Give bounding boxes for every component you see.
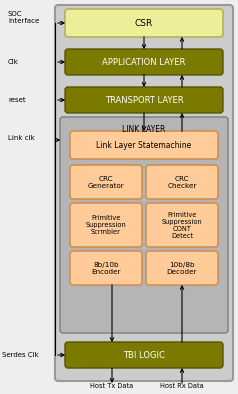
FancyBboxPatch shape	[70, 251, 142, 285]
Text: APPLICATION LAYER: APPLICATION LAYER	[102, 58, 186, 67]
FancyBboxPatch shape	[146, 203, 218, 247]
Text: TRANSPORT LAYER: TRANSPORT LAYER	[105, 95, 183, 104]
Text: Primitive
Suppression
CONT
Detect: Primitive Suppression CONT Detect	[162, 212, 202, 238]
Text: Clk: Clk	[8, 59, 19, 65]
FancyBboxPatch shape	[55, 5, 233, 381]
Text: CSR: CSR	[135, 19, 153, 28]
FancyBboxPatch shape	[70, 165, 142, 199]
Text: reset: reset	[8, 97, 26, 103]
Text: TBI LOGIC: TBI LOGIC	[123, 351, 165, 359]
Text: 10b/8b
Decoder: 10b/8b Decoder	[167, 262, 197, 275]
Text: Primitive
Suppression
Scrmbler: Primitive Suppression Scrmbler	[86, 215, 126, 235]
Text: CRC
Generator: CRC Generator	[88, 175, 124, 188]
FancyBboxPatch shape	[65, 87, 223, 113]
FancyBboxPatch shape	[70, 131, 218, 159]
Text: Link Layer Statemachine: Link Layer Statemachine	[96, 141, 192, 149]
FancyBboxPatch shape	[70, 203, 142, 247]
Text: Link clk: Link clk	[8, 135, 35, 141]
FancyBboxPatch shape	[146, 165, 218, 199]
FancyBboxPatch shape	[146, 251, 218, 285]
Text: Serdes Clk: Serdes Clk	[2, 352, 39, 358]
Text: Host Tx Data: Host Tx Data	[90, 383, 134, 389]
FancyBboxPatch shape	[65, 9, 223, 37]
FancyBboxPatch shape	[60, 117, 228, 333]
Text: SOC
Interface: SOC Interface	[8, 11, 39, 24]
Text: CRC
Checker: CRC Checker	[167, 175, 197, 188]
Text: 8b/10b
Encoder: 8b/10b Encoder	[91, 262, 121, 275]
FancyBboxPatch shape	[65, 342, 223, 368]
Text: Host Rx Data: Host Rx Data	[160, 383, 204, 389]
FancyBboxPatch shape	[65, 49, 223, 75]
Text: LINK LAYER: LINK LAYER	[122, 125, 166, 134]
